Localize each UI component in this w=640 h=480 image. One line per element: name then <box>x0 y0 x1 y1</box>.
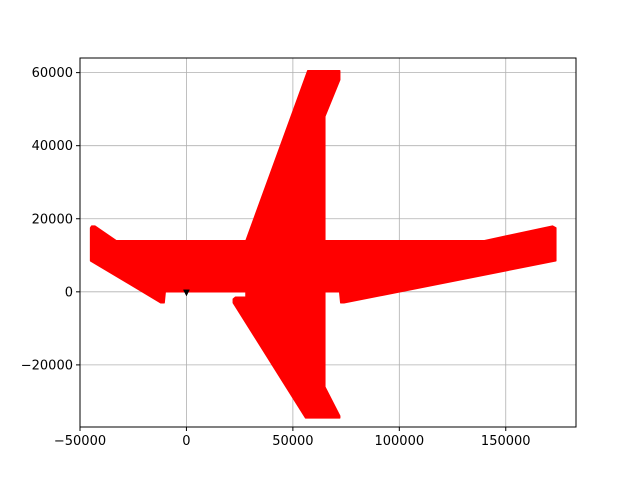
y-tick-label-0: −20000 <box>21 358 73 373</box>
upper-wing <box>245 70 341 242</box>
y-tick-label-4: 60000 <box>32 66 73 81</box>
plot-markers <box>183 289 190 297</box>
origin-marker <box>183 289 190 297</box>
fuselage-mid <box>245 239 330 293</box>
x-tick-label-0: −50000 <box>54 434 106 449</box>
plot-shapes <box>89 70 557 419</box>
y-axis: −20000 0 20000 40000 60000 <box>21 66 80 373</box>
x-tick-label-4: 150000 <box>481 434 531 449</box>
x-tick-label-1: 0 <box>182 434 190 449</box>
plot-frame <box>79 57 577 428</box>
y-tick-label-1: 0 <box>65 285 73 300</box>
right-section <box>319 225 557 304</box>
x-tick-label-2: 50000 <box>272 434 313 449</box>
x-tick-label-3: 100000 <box>374 434 424 449</box>
y-tick-label-2: 20000 <box>32 212 73 227</box>
lower-wing <box>232 291 341 419</box>
y-tick-label-3: 40000 <box>32 139 73 154</box>
x-axis: −50000 0 50000 100000 150000 <box>54 427 531 449</box>
